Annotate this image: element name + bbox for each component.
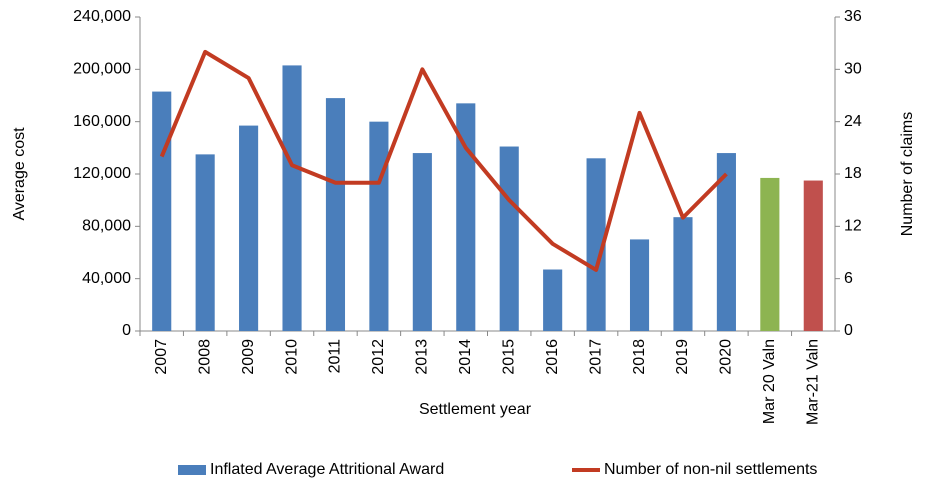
y2-tick-label: 0 (844, 322, 853, 339)
bar (282, 65, 302, 332)
y2-tick-label: 6 (844, 270, 853, 287)
x-tick-label: 2015 (500, 339, 517, 375)
legend-label: Inflated Average Attritional Award (210, 461, 444, 478)
bar (239, 125, 259, 331)
y-tick-label: 80,000 (82, 218, 131, 235)
x-tick-label: 2016 (544, 339, 561, 375)
bar (716, 153, 736, 331)
y2-axis-title: Number of claims (899, 112, 916, 236)
x-tick-label: 2020 (718, 339, 735, 375)
x-tick-label: Mar 20 Valn (761, 339, 778, 424)
x-axis-title: Settlement year (419, 401, 532, 418)
x-tick-label: 2017 (587, 339, 604, 375)
x-tick-label: 2011 (327, 339, 344, 374)
x-tick-label: 2007 (153, 339, 170, 375)
bar (369, 121, 389, 332)
y2-tick-label: 24 (844, 113, 862, 130)
line (159, 49, 728, 272)
bar (543, 269, 563, 331)
bar (195, 154, 215, 331)
bar (412, 153, 432, 331)
x-tick-label: 2014 (457, 339, 474, 375)
x-tick-label: 2018 (631, 339, 648, 375)
y-axis-title: Average cost (11, 127, 28, 221)
y-tick-label: 200,000 (73, 61, 131, 78)
x-tick-label: 2010 (283, 339, 300, 375)
y-tick-label: 120,000 (73, 165, 131, 182)
bar (499, 146, 519, 331)
legend-swatch (178, 465, 206, 475)
y-tick-label: 40,000 (82, 270, 131, 287)
bar (760, 177, 780, 331)
y-tick-label: 160,000 (73, 113, 131, 130)
y-tick-label: 240,000 (73, 8, 131, 25)
x-tick-label: 2009 (240, 339, 257, 375)
x-tick-label: Mar-21 Valn (805, 339, 822, 425)
bar (152, 91, 172, 331)
x-tick-label: 2012 (370, 339, 387, 375)
y-tick-label: 0 (122, 322, 131, 339)
x-tick-label: 2013 (414, 339, 431, 375)
legend-label: Number of non-nil settlements (604, 461, 817, 478)
y2-tick-label: 18 (844, 165, 862, 182)
y2-tick-label: 30 (844, 61, 862, 78)
bar (673, 217, 693, 331)
y2-tick-label: 12 (844, 218, 862, 235)
bar (456, 103, 476, 331)
bar (629, 239, 650, 331)
x-tick-label: 2008 (196, 339, 213, 375)
bar (803, 180, 823, 331)
x-tick-label: 2019 (674, 339, 691, 375)
bar (325, 98, 346, 331)
bar (586, 158, 606, 331)
y2-tick-label: 36 (844, 8, 862, 25)
